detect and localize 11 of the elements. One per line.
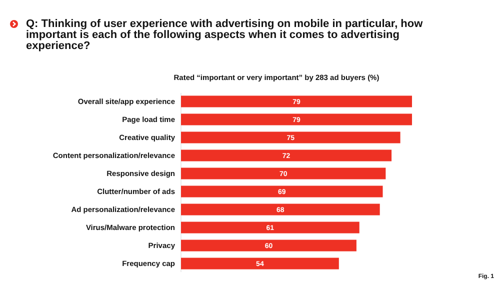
- bar: [181, 240, 356, 252]
- bar: [181, 96, 412, 108]
- bar: [181, 168, 386, 180]
- bar: [181, 222, 360, 234]
- bar: [181, 258, 339, 270]
- bar: [181, 150, 392, 162]
- bar: [181, 204, 380, 216]
- bar: [181, 132, 400, 144]
- bar: [181, 114, 412, 126]
- bar: [181, 186, 383, 198]
- chart-title: Q: Thinking of user experience with advertising on mobile in particular, how important is each of the following aspects when it comes to advertising experience?: [26, 18, 424, 52]
